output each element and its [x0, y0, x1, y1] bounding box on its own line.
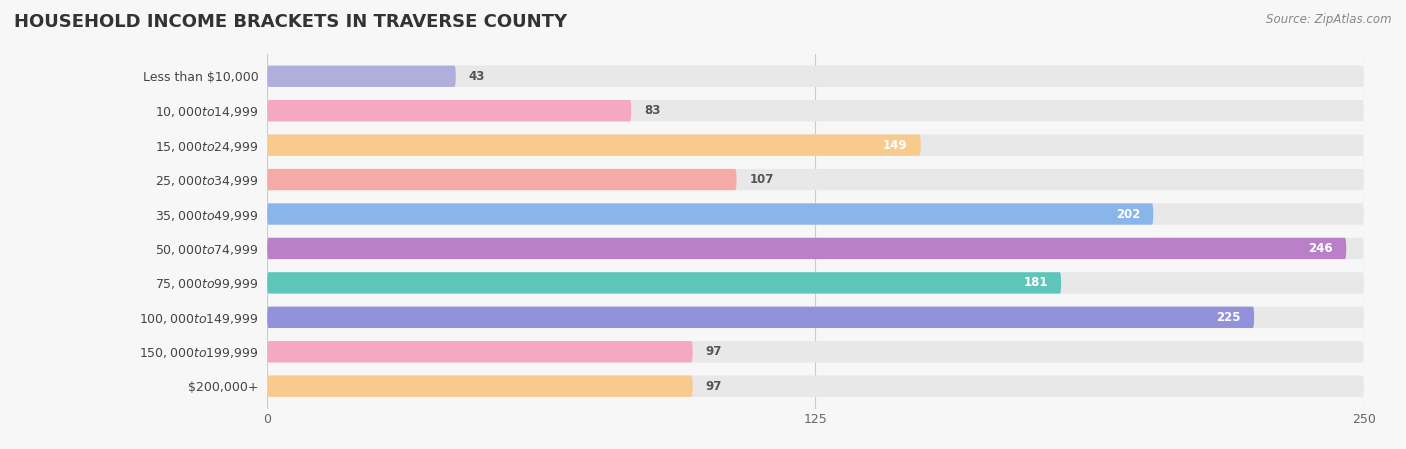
FancyBboxPatch shape: [267, 203, 1364, 224]
FancyBboxPatch shape: [267, 100, 1364, 121]
FancyBboxPatch shape: [267, 272, 1364, 294]
Text: 149: 149: [883, 139, 908, 152]
Text: 181: 181: [1024, 277, 1047, 290]
Text: 83: 83: [644, 104, 661, 117]
FancyBboxPatch shape: [267, 341, 1364, 362]
FancyBboxPatch shape: [267, 66, 1364, 87]
FancyBboxPatch shape: [267, 272, 1062, 294]
Text: HOUSEHOLD INCOME BRACKETS IN TRAVERSE COUNTY: HOUSEHOLD INCOME BRACKETS IN TRAVERSE CO…: [14, 13, 567, 31]
FancyBboxPatch shape: [267, 238, 1364, 259]
Text: 225: 225: [1216, 311, 1241, 324]
Text: Source: ZipAtlas.com: Source: ZipAtlas.com: [1267, 13, 1392, 26]
FancyBboxPatch shape: [267, 100, 631, 121]
FancyBboxPatch shape: [267, 375, 693, 397]
Text: 97: 97: [706, 380, 723, 393]
FancyBboxPatch shape: [267, 238, 1347, 259]
FancyBboxPatch shape: [267, 307, 1364, 328]
Text: 97: 97: [706, 345, 723, 358]
Text: 246: 246: [1309, 242, 1333, 255]
FancyBboxPatch shape: [267, 134, 921, 156]
FancyBboxPatch shape: [267, 375, 1364, 397]
Text: 43: 43: [470, 70, 485, 83]
FancyBboxPatch shape: [267, 341, 693, 362]
FancyBboxPatch shape: [267, 134, 1364, 156]
FancyBboxPatch shape: [267, 169, 737, 190]
Text: 107: 107: [749, 173, 775, 186]
FancyBboxPatch shape: [267, 307, 1254, 328]
Text: 202: 202: [1116, 207, 1140, 220]
FancyBboxPatch shape: [267, 66, 456, 87]
FancyBboxPatch shape: [267, 203, 1153, 224]
FancyBboxPatch shape: [267, 169, 1364, 190]
